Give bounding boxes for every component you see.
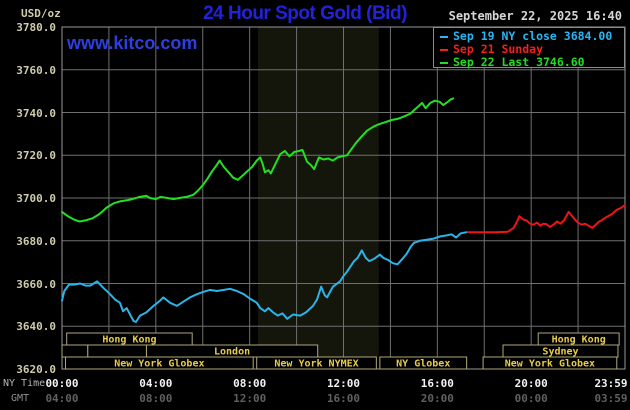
- y-tick-label: 3660.0: [16, 277, 56, 291]
- nymex-session-band: [257, 27, 379, 357]
- legend-item-sep19: Sep 19 NY close 3684.00: [440, 30, 624, 43]
- ny-time-tick-label: 04:00: [139, 377, 173, 390]
- session-label: New York Globex: [505, 359, 595, 370]
- session-box-new-york-globex: [65, 356, 254, 370]
- y-tick-label: 3700.0: [16, 192, 56, 205]
- ny-time-axis-label: NY Time: [3, 378, 46, 389]
- gmt-time-tick-label: 16:00: [326, 392, 361, 405]
- y-tick-label: 3740.0: [16, 106, 56, 120]
- kitco-watermark-link[interactable]: www.kitco.com: [67, 33, 198, 53]
- gmt-time-tick-label: 00:00: [514, 392, 548, 405]
- legend-box: Sep 19 NY close 3684.00 Sep 21 Sunday Se…: [433, 27, 625, 69]
- session-label: Hong Kong: [552, 335, 606, 346]
- legend-dash-cyan-icon: [440, 35, 448, 38]
- ny-time-tick-label: 23:59: [594, 377, 628, 390]
- gmt-axis-label: GMT: [11, 393, 30, 404]
- gmt-time-tick-label: 12:00: [233, 392, 267, 405]
- legend-item-sep21: Sep 21 Sunday: [440, 43, 624, 56]
- gmt-time-tick-label: 20:00: [420, 392, 454, 405]
- ny-time-tick-label: 20:00: [514, 377, 548, 390]
- gmt-time-tick-label: 08:00: [139, 392, 173, 405]
- y-tick-label: 3620.0: [16, 363, 56, 376]
- legend-dash-red-icon: [440, 48, 448, 51]
- chart-title: 24 Hour Spot Gold (Bid): [203, 3, 407, 24]
- legend-item-sep22: Sep 22 Last 3746.60: [440, 56, 624, 69]
- ny-time-tick-label: 08:00: [233, 377, 267, 390]
- y-tick-label: 3780.0: [16, 21, 56, 34]
- session-box: [61, 344, 89, 358]
- session-label: Hong Kong: [102, 335, 156, 346]
- series-line-sep-21-sunday: [466, 204, 626, 234]
- ny-time-tick-label: 12:00: [326, 377, 361, 390]
- series-line-sep-22-today-: [61, 97, 455, 223]
- gmt-time-tick-label: 04:00: [45, 392, 79, 405]
- y-tick-label: 3760.0: [16, 63, 56, 77]
- session-box-new-york-nymex: [256, 356, 377, 370]
- y-tick-label: 3640.0: [16, 320, 56, 334]
- session-label: New York NYMEX: [274, 359, 358, 370]
- session-label: Sydney: [542, 347, 578, 358]
- chart-datetime: September 22, 2025 16:40: [448, 9, 622, 23]
- legend-dash-green-icon: [440, 61, 448, 64]
- session-label: London: [214, 347, 250, 358]
- session-box-ny-globex: [379, 356, 468, 370]
- session-label: New York Globex: [114, 359, 204, 370]
- ny-time-tick-label: 00:00: [45, 377, 79, 390]
- y-tick-label: 3680.0: [16, 234, 56, 248]
- session-box-new-york-globex: [482, 356, 618, 370]
- session-label: NY Globex: [396, 359, 450, 370]
- series-line-sep-19-ny-close: [61, 231, 468, 323]
- y-axis-units-label: USD/oz: [21, 7, 61, 20]
- session-box: [87, 344, 147, 358]
- gmt-time-tick-label: 03:59: [594, 392, 628, 405]
- ny-time-tick-label: 16:00: [420, 377, 454, 390]
- y-tick-label: 3720.0: [16, 149, 56, 163]
